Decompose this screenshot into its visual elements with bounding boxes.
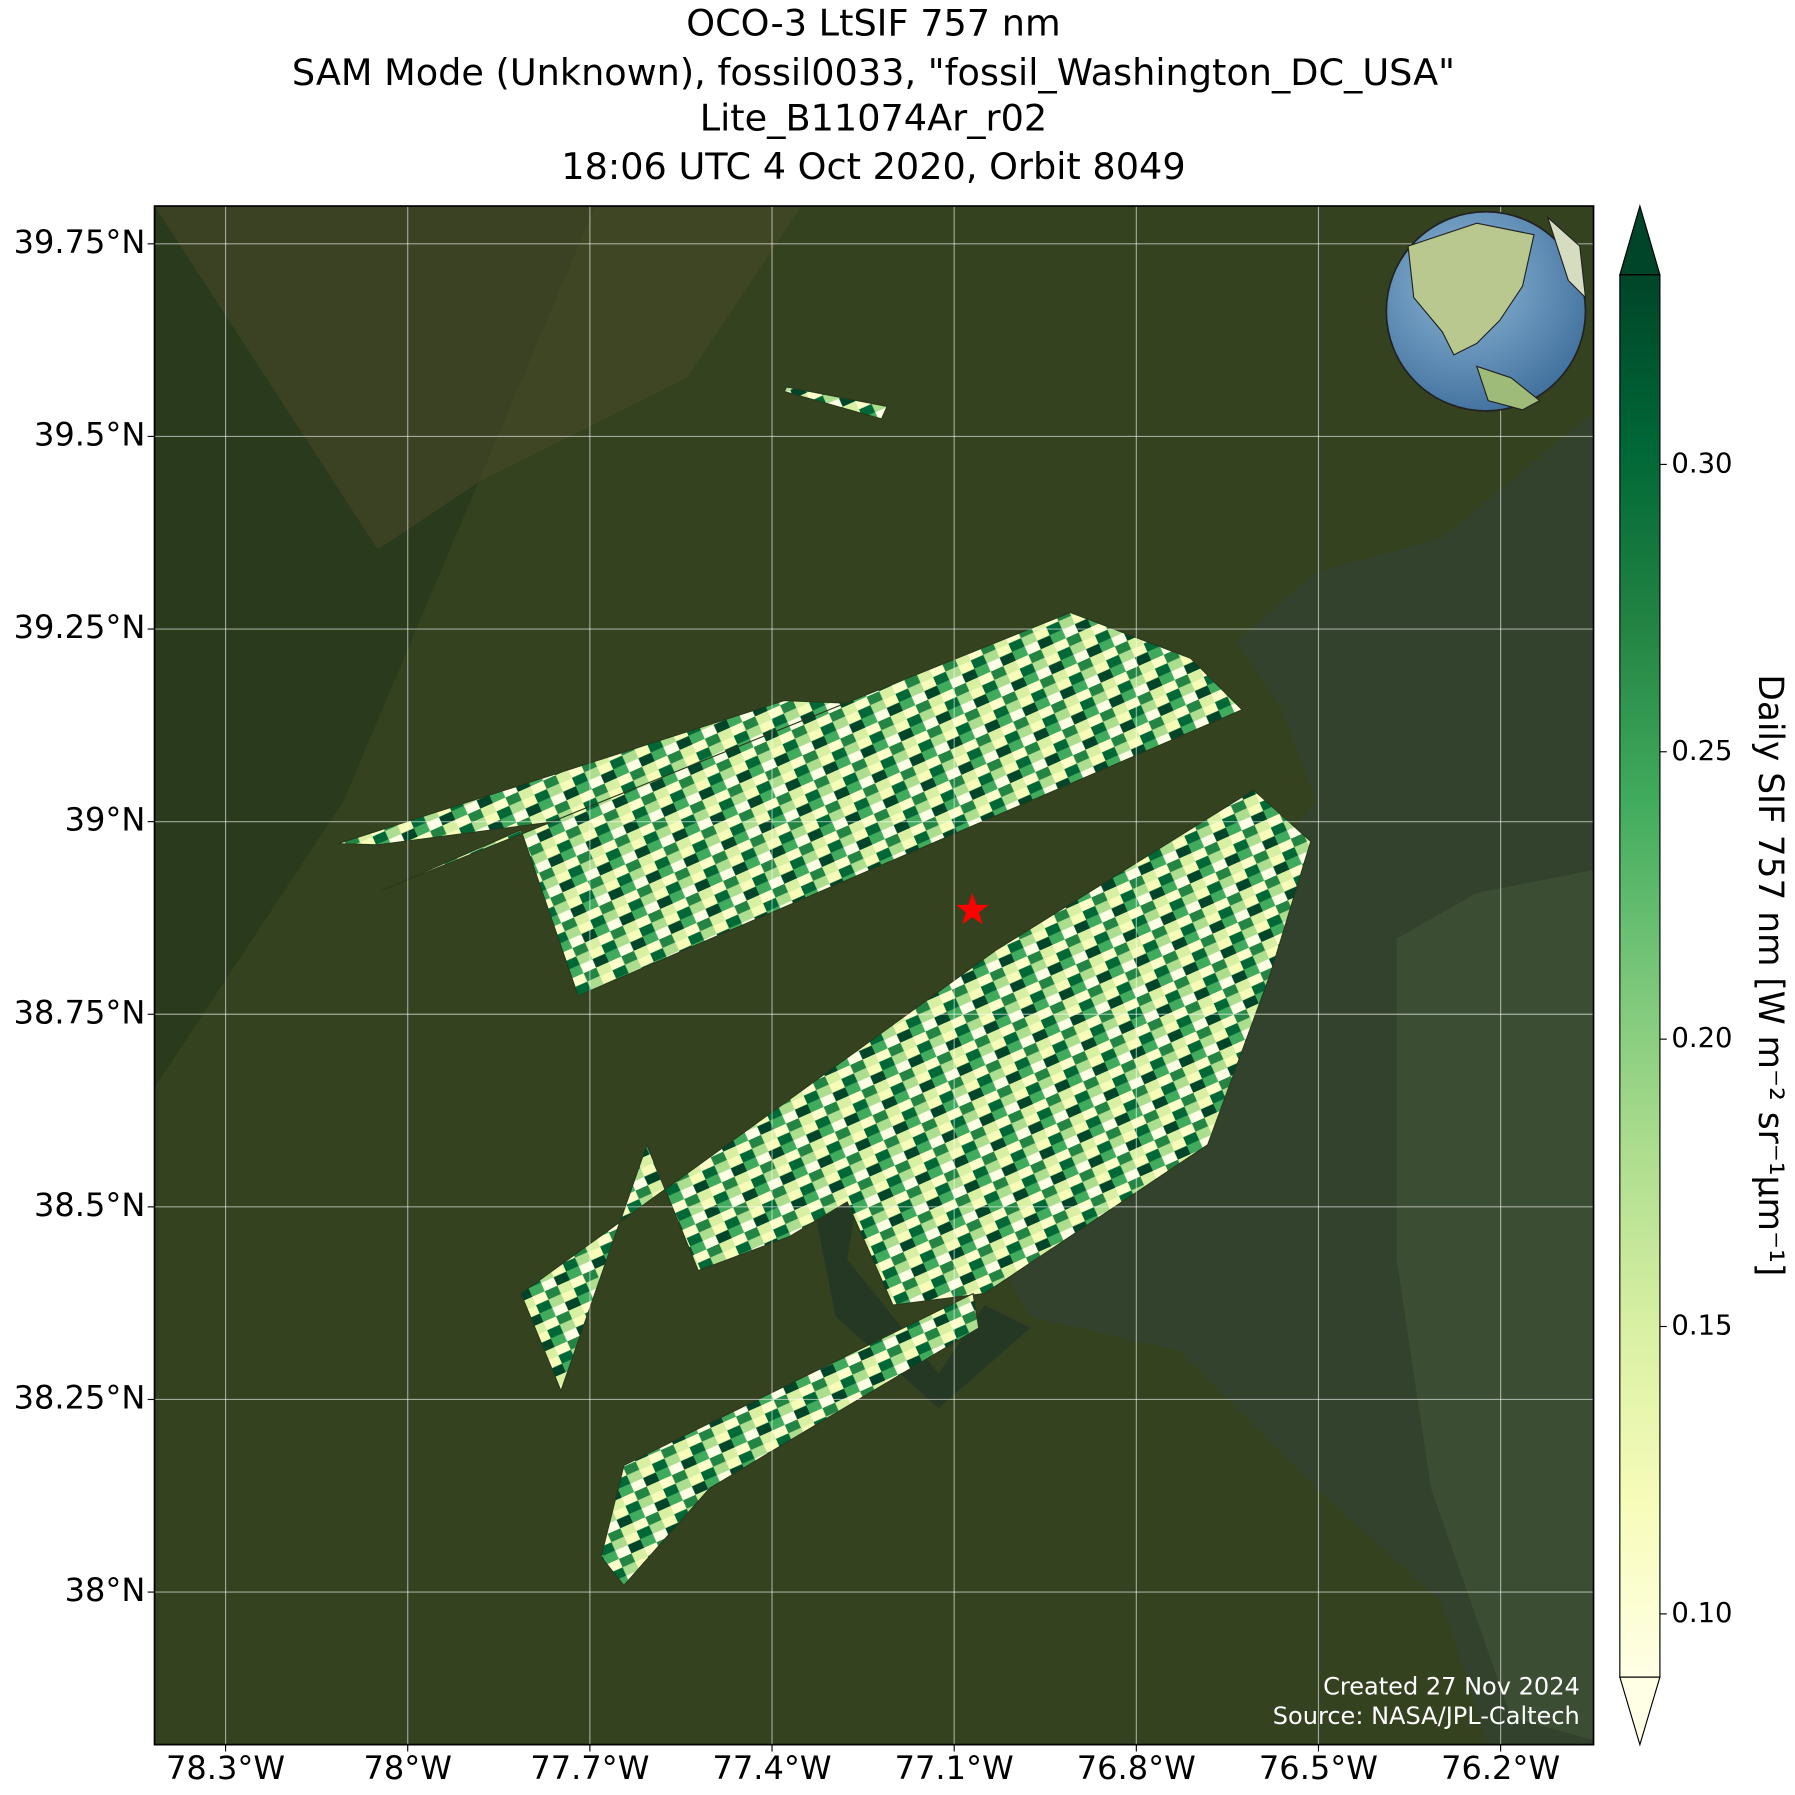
x-tick-label: 77.7°W — [530, 1749, 649, 1787]
y-tick-label: 38.5°N — [34, 1186, 145, 1224]
continent — [1546, 215, 1587, 300]
basemap — [154, 206, 1594, 1745]
x-tick-label: 76.5°W — [1259, 1749, 1378, 1787]
colorbar-extend — [1619, 204, 1661, 276]
swath — [783, 386, 889, 420]
y-tick-label: 39.5°N — [34, 415, 145, 453]
y-tick-label: 39.75°N — [14, 223, 146, 261]
swath — [380, 611, 1244, 997]
colorbar-extend — [1619, 1676, 1661, 1747]
x-tick-label: 76.8°W — [1077, 1749, 1196, 1787]
x-tick-label: 77.4°W — [712, 1749, 831, 1787]
continent — [1475, 365, 1541, 411]
title-line: SAM Mode (Unknown), fossil0033, "fossil_… — [292, 51, 1455, 94]
annotation: Source: NASA/JPL-Caltech — [1273, 1702, 1580, 1730]
y-tick-label: 38.75°N — [14, 993, 146, 1031]
colorbar-tick-label: 0.15 — [1671, 1311, 1732, 1342]
grid — [154, 206, 1594, 1745]
river — [801, 1121, 1031, 1409]
plot-frame — [153, 205, 1595, 1746]
y-tick-label: 38°N — [65, 1571, 146, 1609]
colorbar-tick-label: 0.25 — [1671, 736, 1732, 767]
annotation: Created 27 Nov 2024 — [1323, 1672, 1580, 1700]
x-tick-label: 78°W — [363, 1749, 452, 1787]
title-line: 18:06 UTC 4 Oct 2020, Orbit 8049 — [561, 145, 1185, 188]
x-tick-label: 76.2°W — [1441, 1749, 1560, 1787]
x-tick-label: 78.3°W — [166, 1749, 285, 1787]
colorbar-tick-label: 0.20 — [1671, 1023, 1732, 1054]
target-marker — [956, 893, 989, 925]
colorbar-tick-label: 0.30 — [1671, 448, 1732, 479]
y-tick-label: 39.25°N — [14, 608, 146, 646]
swath — [600, 1292, 980, 1587]
bay — [1396, 870, 1594, 1741]
overlay — [956, 893, 989, 925]
inset-globe — [1385, 210, 1587, 412]
colorbar-label: Daily SIF 757 nm [W m⁻² sr⁻¹μm⁻¹] — [1750, 674, 1790, 1276]
y-tick-label: 38.25°N — [14, 1378, 146, 1416]
colorbar-frame — [1619, 274, 1661, 1678]
x-tick-label: 77.1°W — [895, 1749, 1014, 1787]
figure: OCO-3 LtSIF 757 nm SAM Mode (Unknown), f… — [14, 2, 1791, 1787]
farmland — [154, 206, 802, 550]
colorbar: 0.10 0.15 0.20 0.25 0.30 — [1619, 204, 1733, 1747]
title-line: OCO-3 LtSIF 757 nm — [686, 2, 1060, 45]
y-tick-label: 39°N — [65, 801, 146, 839]
swath — [520, 789, 1312, 1393]
colorbar-tick-label: 0.10 — [1671, 1598, 1732, 1629]
continent — [1407, 222, 1535, 356]
title-line: Lite_B11074Ar_r02 — [700, 97, 1048, 140]
swaths — [337, 386, 1312, 1587]
colorbar-body — [1619, 274, 1660, 1678]
title: OCO-3 LtSIF 757 nm SAM Mode (Unknown), f… — [292, 2, 1455, 188]
